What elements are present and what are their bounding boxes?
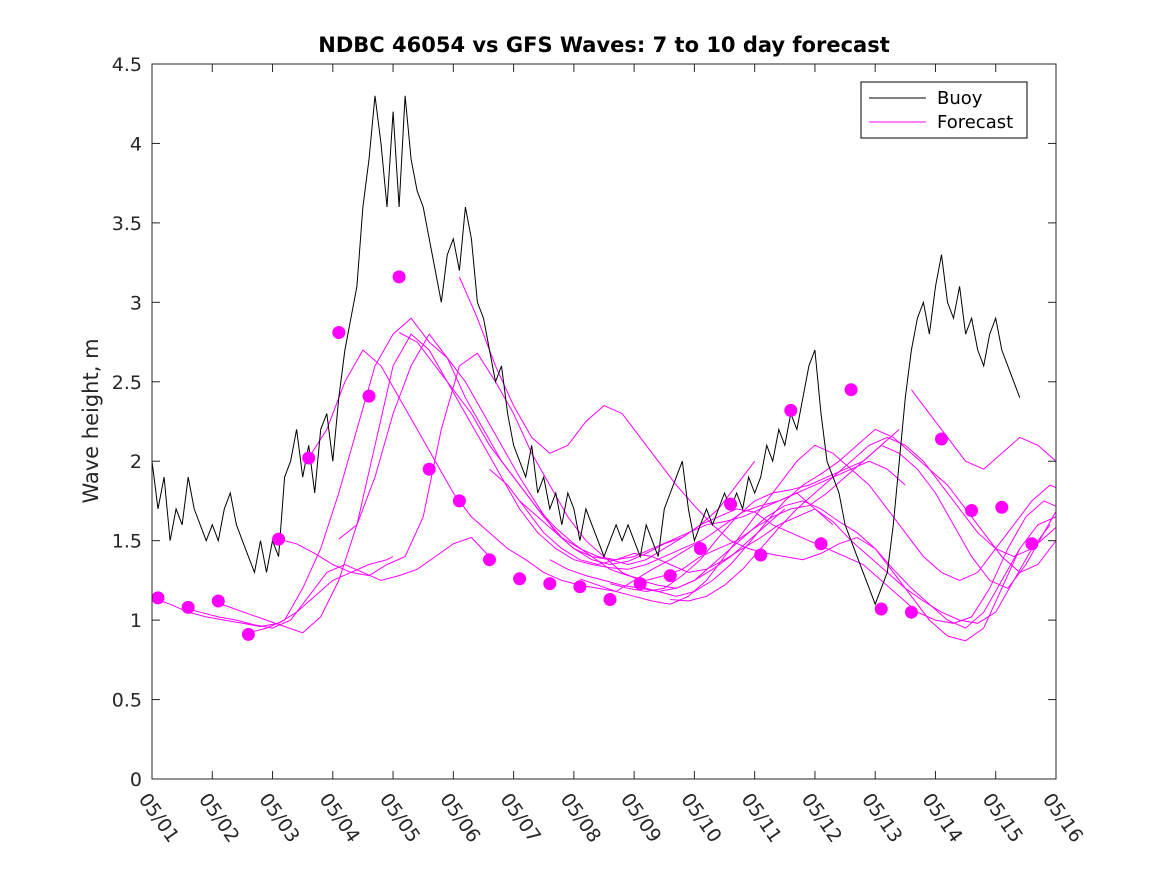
- y-tick-label: 1: [130, 610, 142, 632]
- forecast-marker: [241, 627, 255, 641]
- forecast-marker: [362, 389, 376, 403]
- forecast-marker: [663, 569, 677, 583]
- forecast-marker: [1086, 537, 1099, 550]
- x-tick-label: 05/15: [978, 789, 1027, 846]
- forecast-marker: [392, 270, 406, 284]
- forecast-marker: [995, 500, 1009, 514]
- x-tick-label: 05/13: [857, 789, 906, 846]
- y-tick-label: 0.5: [112, 690, 142, 712]
- y-axis: 0 0.5 1 1.5 2 2.5 3 3.5 4 4.5: [112, 54, 1056, 791]
- y-tick-label: 4: [130, 133, 142, 155]
- x-tick-label: 05/02: [194, 789, 243, 846]
- forecast-marker: [904, 605, 918, 619]
- forecast-marker: [935, 432, 948, 446]
- forecast-marker: [422, 462, 436, 476]
- forecast-line-5: [278, 352, 786, 589]
- forecast-marker: [483, 553, 496, 567]
- forecast-line-4: [248, 317, 756, 634]
- y-tick-label: 2.5: [112, 372, 142, 394]
- forecast-marker: [152, 591, 165, 605]
- forecast-marker: [874, 602, 888, 616]
- x-tick-label: 05/07: [496, 789, 545, 846]
- x-tick-label: 05/10: [676, 789, 725, 846]
- forecast-line-9: [458, 276, 1021, 629]
- y-tick-label: 3: [130, 292, 142, 314]
- forecast-line-2: [181, 536, 490, 629]
- forecast-line-11: [519, 500, 1056, 624]
- x-tick-label: 05/11: [737, 789, 786, 846]
- legend-box: [860, 81, 1028, 139]
- forecast-marker: [814, 537, 828, 551]
- legend-buoy-label: Buoy: [937, 88, 983, 109]
- forecast-line-17: [911, 389, 1056, 470]
- forecast-marker: [332, 326, 346, 339]
- forecast-marker: [543, 577, 557, 591]
- forecast-marker: [1025, 537, 1039, 551]
- forecast-marker: [302, 451, 316, 465]
- x-tick-label: 05/05: [375, 789, 424, 846]
- forecast-line-14: [609, 444, 1056, 593]
- forecast-marker: [181, 600, 195, 614]
- legend-forecast-label: Forecast: [937, 112, 1013, 133]
- forecast-line-1: [152, 556, 394, 628]
- plot-frame: [151, 63, 1057, 780]
- forecast-marker: [633, 577, 647, 591]
- x-tick-label: 05/04: [315, 789, 364, 846]
- forecast-marker: [603, 593, 617, 606]
- forecast-line-10: [489, 468, 1051, 624]
- forecast-line-16: [670, 436, 1056, 602]
- forecast-marker: [272, 532, 286, 546]
- forecast-marker: [965, 504, 979, 517]
- forecast-line-13: [579, 444, 1056, 605]
- x-tick-label: 05/14: [917, 789, 966, 846]
- plot-area: [151, 63, 1099, 780]
- forecast-marker: [573, 580, 587, 594]
- forecast-marker: [211, 594, 225, 608]
- legend: Buoy Forecast: [860, 81, 1028, 139]
- y-tick-label: 3.5: [112, 213, 142, 235]
- y-tick-label: 1.5: [112, 531, 142, 553]
- forecast-marker: [754, 548, 768, 562]
- x-tick-label: 05/16: [1038, 789, 1087, 846]
- x-tick-label: 05/03: [254, 789, 303, 846]
- x-tick-label: 05/09: [616, 789, 665, 846]
- plot-background: [152, 64, 1056, 779]
- y-tick-label: 0: [130, 769, 142, 791]
- y-axis-label: Wave height, m: [79, 338, 103, 503]
- forecast-marker: [693, 542, 707, 556]
- y-tick-label: 2: [130, 451, 142, 473]
- forecast-marker: [513, 572, 527, 586]
- forecast-line-6: [308, 349, 834, 593]
- forecast-line-3: [212, 333, 701, 634]
- forecast-marker: [724, 497, 738, 511]
- x-tick-label: 05/01: [134, 789, 183, 846]
- buoy-line: [152, 95, 1021, 606]
- forecast-marker: [784, 403, 798, 417]
- forecast-marker: [844, 383, 858, 397]
- x-tick-label: 05/06: [435, 789, 484, 846]
- y-tick-label: 4.5: [112, 54, 142, 76]
- forecast-marker: [452, 494, 466, 508]
- forecast-line-15: [640, 428, 1056, 597]
- x-tick-label: 05/08: [556, 789, 605, 846]
- forecast-line-7: [338, 333, 900, 581]
- x-tick-label: 05/12: [797, 789, 846, 846]
- forecast-line-8: [398, 332, 906, 561]
- chart-title: NDBC 46054 vs GFS Waves: 7 to 10 day for…: [318, 33, 889, 57]
- forecast-marker: [1055, 541, 1056, 547]
